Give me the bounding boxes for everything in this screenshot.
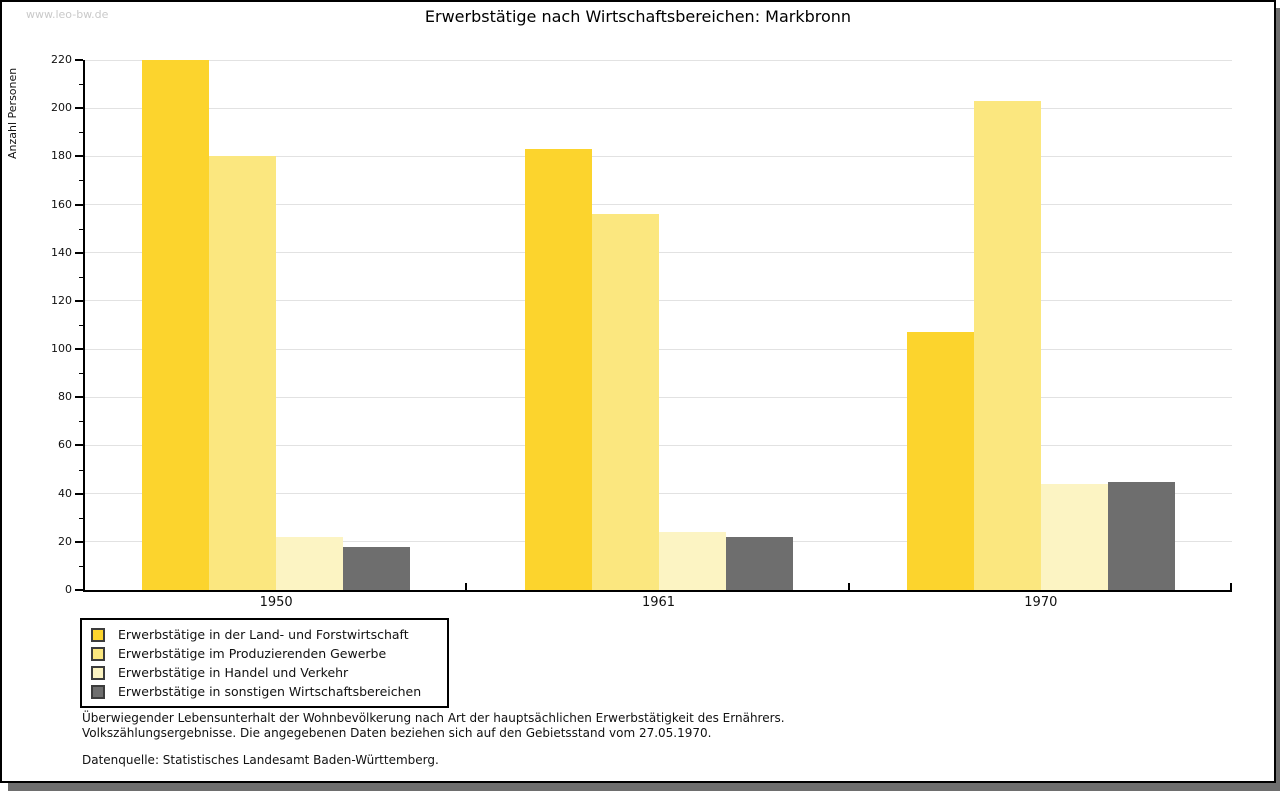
y-major-tick-120 — [75, 299, 83, 302]
legend-item-label: Erwerbstätige in der Land- und Forstwirt… — [118, 627, 409, 642]
y-major-tick-180 — [75, 155, 83, 158]
gridline-100 — [85, 348, 1232, 350]
y-minor-tick-50 — [79, 469, 83, 471]
y-major-tick-0 — [75, 589, 83, 591]
y-major-tick-40 — [75, 492, 83, 495]
bar-series0-1961 — [524, 149, 592, 590]
y-major-tick-140 — [75, 251, 83, 254]
y-minor-tick-10 — [79, 565, 83, 567]
bar-series1-1970 — [973, 100, 1041, 590]
y-tick-label-40: 40 — [58, 486, 72, 500]
y-minor-tick-210 — [79, 84, 83, 86]
bar-series1-1950 — [209, 156, 277, 590]
frame-shadow-bottom — [8, 783, 1280, 791]
footer-note: Überwiegender Lebensunterhalt der Wohnbe… — [82, 711, 785, 740]
footer-note-line1: Überwiegender Lebensunterhalt der Wohnbe… — [82, 711, 785, 725]
y-tick-label-120: 120 — [51, 293, 72, 307]
y-tick-label-180: 180 — [51, 149, 72, 163]
y-minor-tick-30 — [79, 517, 83, 519]
y-major-tick-80 — [75, 396, 83, 399]
x-axis-line — [83, 590, 1232, 592]
y-tick-label-20: 20 — [58, 534, 72, 548]
y-minor-tick-90 — [79, 373, 83, 375]
y-tick-label-160: 160 — [51, 197, 72, 211]
chart-title: Erwerbstätige nach Wirtschaftsbereichen:… — [424, 7, 852, 26]
y-minor-tick-70 — [79, 421, 83, 423]
footer-source: Datenquelle: Statistisches Landesamt Bad… — [82, 753, 439, 767]
legend-swatch-manufacturing-icon — [91, 646, 105, 661]
y-major-tick-200 — [75, 107, 83, 110]
y-tick-label-0: 0 — [65, 583, 72, 596]
y-tick-label-140: 140 — [51, 245, 72, 259]
bar-series2-1961 — [658, 532, 726, 590]
legend-item: Erwerbstätige in der Land- und Forstwirt… — [91, 625, 439, 644]
y-minor-tick-170 — [79, 180, 83, 182]
y-major-tick-220 — [75, 59, 83, 61]
y-minor-tick-190 — [79, 132, 83, 134]
legend-item: Erwerbstätige im Produzierenden Gewerbe — [91, 644, 439, 663]
gridline-220 — [85, 59, 1232, 61]
y-axis-line — [83, 60, 85, 592]
y-tick-label-200: 200 — [51, 101, 72, 115]
x-tick-label-1970: 1970 — [1024, 595, 1058, 610]
y-major-tick-160 — [75, 203, 83, 206]
legend-item: Erwerbstätige in sonstigen Wirtschaftsbe… — [91, 682, 439, 701]
y-axis-title: Anzahl Personen — [6, 67, 19, 159]
y-minor-tick-150 — [79, 228, 83, 230]
gridline-40 — [85, 493, 1232, 495]
x-boundary-tick-1 — [465, 583, 468, 590]
bar-series1-1961 — [591, 214, 659, 590]
footer-note-line2: Volkszählungsergebnisse. Die angegebenen… — [82, 725, 712, 740]
y-minor-tick-130 — [79, 276, 83, 278]
y-tick-label-220: 220 — [51, 53, 72, 66]
gridline-60 — [85, 444, 1232, 446]
site-watermark: www.leo-bw.de — [26, 8, 109, 21]
frame-shadow-right — [1276, 8, 1280, 791]
y-tick-label-60: 60 — [58, 438, 72, 452]
legend-item-label: Erwerbstätige im Produzierenden Gewerbe — [118, 646, 387, 661]
gridline-140 — [85, 252, 1232, 254]
x-boundary-tick-2 — [847, 583, 850, 590]
legend: Erwerbstätige in der Land- und Forstwirt… — [80, 618, 449, 708]
bar-series2-1970 — [1040, 484, 1108, 590]
y-tick-label-80: 80 — [58, 390, 72, 404]
gridline-160 — [85, 204, 1232, 206]
legend-swatch-trade-icon — [91, 665, 105, 680]
legend-item-label: Erwerbstätige in sonstigen Wirtschaftsbe… — [118, 684, 422, 699]
legend-swatch-other-icon — [91, 684, 105, 699]
bar-series0-1950 — [142, 60, 210, 590]
y-major-tick-20 — [75, 540, 83, 543]
bar-series3-1970 — [1107, 481, 1175, 590]
legend-item: Erwerbstätige in Handel und Verkehr — [91, 663, 439, 682]
bar-series3-1950 — [343, 546, 411, 590]
legend-item-label: Erwerbstätige in Handel und Verkehr — [118, 665, 349, 680]
gridline-200 — [85, 107, 1232, 109]
bar-series2-1950 — [276, 537, 344, 590]
x-boundary-tick-3 — [1230, 583, 1232, 590]
x-tick-label-1950: 1950 — [259, 595, 293, 610]
x-tick-label-1961: 1961 — [641, 595, 676, 610]
y-tick-label-100: 100 — [51, 342, 72, 356]
gridline-180 — [85, 155, 1232, 157]
bar-series0-1970 — [906, 332, 974, 590]
y-major-tick-60 — [75, 444, 83, 447]
y-major-tick-100 — [75, 348, 83, 351]
y-minor-tick-110 — [79, 325, 83, 326]
legend-swatch-agriculture-icon — [91, 627, 105, 642]
gridline-80 — [85, 396, 1232, 398]
bar-series3-1961 — [725, 537, 793, 590]
gridline-120 — [85, 300, 1232, 302]
